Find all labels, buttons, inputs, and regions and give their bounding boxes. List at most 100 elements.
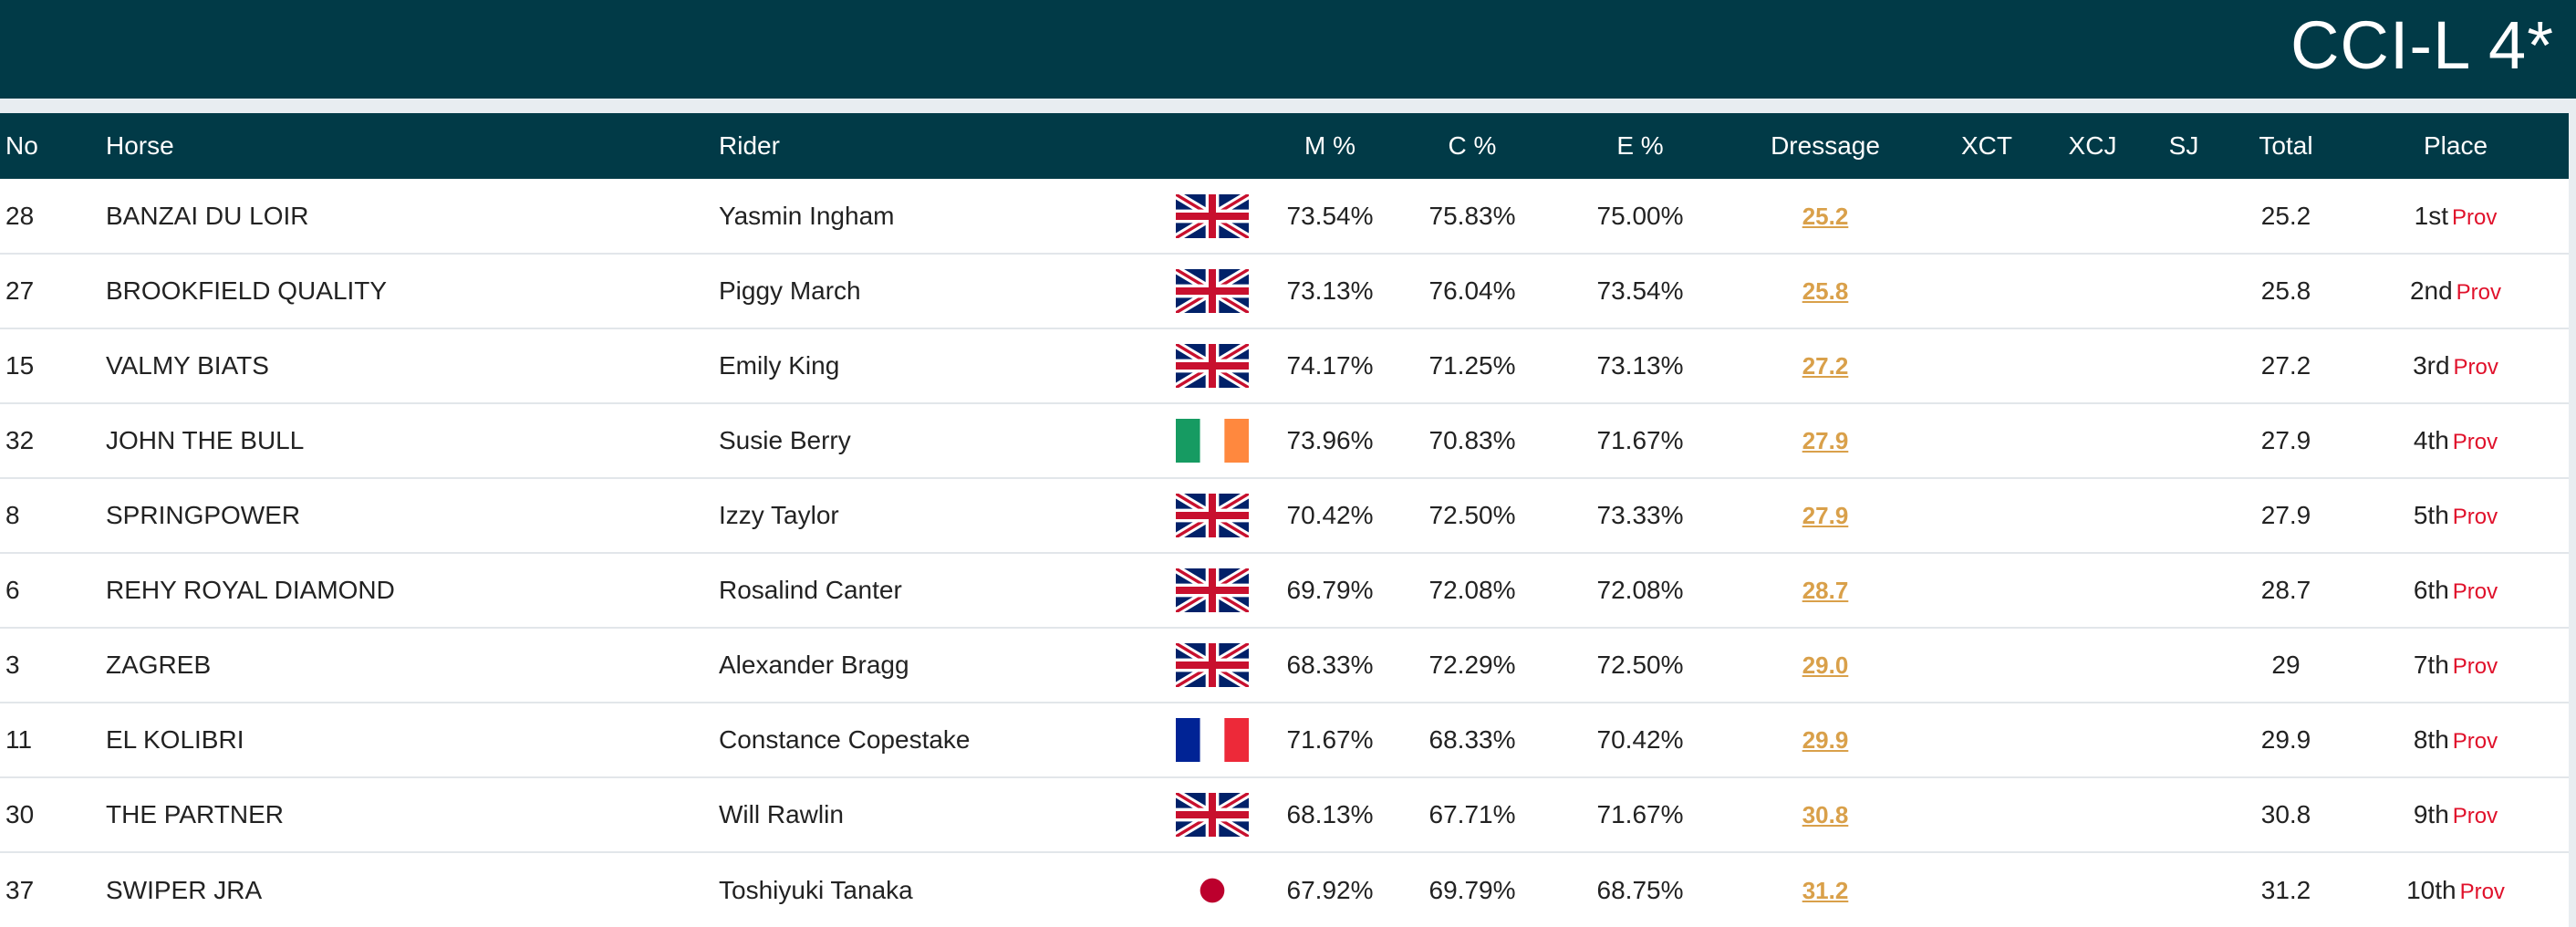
cell-rider: Yasmin Ingham xyxy=(719,201,895,230)
cell-flag xyxy=(1153,328,1272,403)
table-row[interactable]: 8 SPRINGPOWER Izzy Taylor 70.42% 72.50% … xyxy=(0,478,2569,553)
cell-c: 72.29% xyxy=(1428,651,1516,679)
cell-m: 73.96% xyxy=(1286,426,1374,454)
cell-sj xyxy=(2138,179,2229,254)
cell-total: 25.8 xyxy=(2260,276,2311,305)
cell-horse: EL KOLIBRI xyxy=(106,725,244,754)
cell-xcj xyxy=(2047,628,2138,703)
cell-xcj xyxy=(2047,852,2138,927)
cell-horse: BANZAI DU LOIR xyxy=(106,201,309,230)
col-header-dressage[interactable]: Dressage xyxy=(1771,131,1880,160)
cell-c: 72.08% xyxy=(1428,576,1516,604)
cell-m: 68.13% xyxy=(1286,800,1374,828)
cell-flag xyxy=(1153,628,1272,703)
cell-e: 68.75% xyxy=(1596,875,1684,904)
table-row[interactable]: 37 SWIPER JRA Toshiyuki Tanaka 67.92% 69… xyxy=(0,852,2569,927)
dressage-score-link[interactable]: 31.2 xyxy=(1802,876,1849,904)
cell-total: 30.8 xyxy=(2260,800,2311,828)
gb-flag xyxy=(1176,568,1249,612)
prov-badge: Prov xyxy=(2452,505,2498,529)
col-header-xct[interactable]: XCT xyxy=(1961,131,2012,160)
cell-place: 5th Prov xyxy=(2342,478,2569,553)
cell-flag xyxy=(1153,478,1272,553)
cell-e: 73.33% xyxy=(1596,501,1684,529)
cell-sj xyxy=(2138,478,2229,553)
col-header-rider[interactable]: Rider xyxy=(719,131,780,160)
prov-badge: Prov xyxy=(2452,579,2498,604)
col-header-no[interactable]: No xyxy=(5,131,38,160)
cell-e: 75.00% xyxy=(1596,201,1684,230)
cell-place: 6th Prov xyxy=(2342,553,2569,628)
gb-flag xyxy=(1176,494,1249,537)
cell-flag xyxy=(1153,703,1272,777)
cell-place: 2nd Prov xyxy=(2342,254,2569,328)
page-title: CCI-L 4* xyxy=(2290,7,2554,83)
table-row[interactable]: 30 THE PARTNER Will Rawlin 68.13% 67.71%… xyxy=(0,777,2569,852)
col-header-m[interactable]: M % xyxy=(1304,131,1356,160)
cell-dressage: 29.9 xyxy=(1724,703,1927,777)
col-header-xcj[interactable]: XCJ xyxy=(2068,131,2117,160)
table-row[interactable]: 6 REHY ROYAL DIAMOND Rosalind Canter 69.… xyxy=(0,553,2569,628)
cell-total: 31.2 xyxy=(2260,875,2311,904)
table-row[interactable]: 27 BROOKFIELD QUALITY Piggy March 73.13%… xyxy=(0,254,2569,328)
prov-badge: Prov xyxy=(2452,804,2498,828)
prov-badge: Prov xyxy=(2459,879,2505,904)
col-header-place[interactable]: Place xyxy=(2423,131,2488,160)
dressage-score-link[interactable]: 30.8 xyxy=(1802,801,1849,828)
dressage-score-link[interactable]: 25.2 xyxy=(1802,202,1849,230)
cell-rider: Toshiyuki Tanaka xyxy=(719,875,913,904)
col-header-horse[interactable]: Horse xyxy=(106,131,174,160)
table-row[interactable]: 32 JOHN THE BULL Susie Berry 73.96% 70.8… xyxy=(0,403,2569,478)
table-row[interactable]: 3 ZAGREB Alexander Bragg 68.33% 72.29% 7… xyxy=(0,628,2569,703)
dressage-score-link[interactable]: 25.8 xyxy=(1802,277,1849,305)
cell-horse: JOHN THE BULL xyxy=(106,426,305,454)
col-header-total[interactable]: Total xyxy=(2259,131,2313,160)
table-row[interactable]: 15 VALMY BIATS Emily King 74.17% 71.25% … xyxy=(0,328,2569,403)
dressage-score-link[interactable]: 29.9 xyxy=(1802,726,1849,754)
place-label: 2nd xyxy=(2409,276,2453,305)
cell-horse: SPRINGPOWER xyxy=(106,501,301,529)
cell-total: 25.2 xyxy=(2260,201,2311,230)
cell-sj xyxy=(2138,777,2229,852)
prov-badge: Prov xyxy=(2453,355,2498,380)
cell-no: 11 xyxy=(5,725,33,754)
place-label: 10th xyxy=(2406,875,2457,904)
cell-xct xyxy=(1927,777,2047,852)
cell-flag xyxy=(1153,553,1272,628)
cell-xcj xyxy=(2047,403,2138,478)
dressage-score-link[interactable]: 28.7 xyxy=(1802,577,1849,604)
cell-flag xyxy=(1153,254,1272,328)
dressage-score-link[interactable]: 29.0 xyxy=(1802,651,1849,679)
col-header-sj[interactable]: SJ xyxy=(2168,131,2199,160)
cell-c: 76.04% xyxy=(1428,276,1516,305)
dressage-score-link[interactable]: 27.9 xyxy=(1802,427,1849,454)
cell-no: 28 xyxy=(5,201,35,230)
cell-m: 67.92% xyxy=(1286,875,1374,904)
dressage-score-link[interactable]: 27.9 xyxy=(1802,502,1849,529)
cell-xcj xyxy=(2047,328,2138,403)
dressage-score-link[interactable]: 27.2 xyxy=(1802,352,1849,380)
cell-xcj xyxy=(2047,703,2138,777)
cell-sj xyxy=(2138,254,2229,328)
gb-flag xyxy=(1176,344,1249,388)
place-label: 5th xyxy=(2413,501,2449,529)
cell-xct xyxy=(1927,254,2047,328)
cell-place: 3rd Prov xyxy=(2342,328,2569,403)
col-header-flag xyxy=(1153,113,1272,179)
cell-horse: REHY ROYAL DIAMOND xyxy=(106,576,395,604)
cell-horse: BROOKFIELD QUALITY xyxy=(106,276,388,305)
cell-total: 29.9 xyxy=(2260,725,2311,754)
cell-dressage: 27.9 xyxy=(1724,478,1927,553)
jp-flag xyxy=(1176,868,1249,912)
cell-c: 70.83% xyxy=(1428,426,1516,454)
col-header-e[interactable]: E % xyxy=(1616,131,1664,160)
cell-total: 28.7 xyxy=(2260,576,2311,604)
cell-flag xyxy=(1153,852,1272,927)
cell-sj xyxy=(2138,553,2229,628)
table-row[interactable]: 11 EL KOLIBRI Constance Copestake 71.67%… xyxy=(0,703,2569,777)
cell-xct xyxy=(1927,179,2047,254)
results-table: No Horse Rider M % C % E % Dressage XCT … xyxy=(0,113,2569,927)
table-row[interactable]: 28 BANZAI DU LOIR Yasmin Ingham 73.54% 7… xyxy=(0,179,2569,254)
cell-c: 72.50% xyxy=(1428,501,1516,529)
col-header-c[interactable]: C % xyxy=(1448,131,1497,160)
